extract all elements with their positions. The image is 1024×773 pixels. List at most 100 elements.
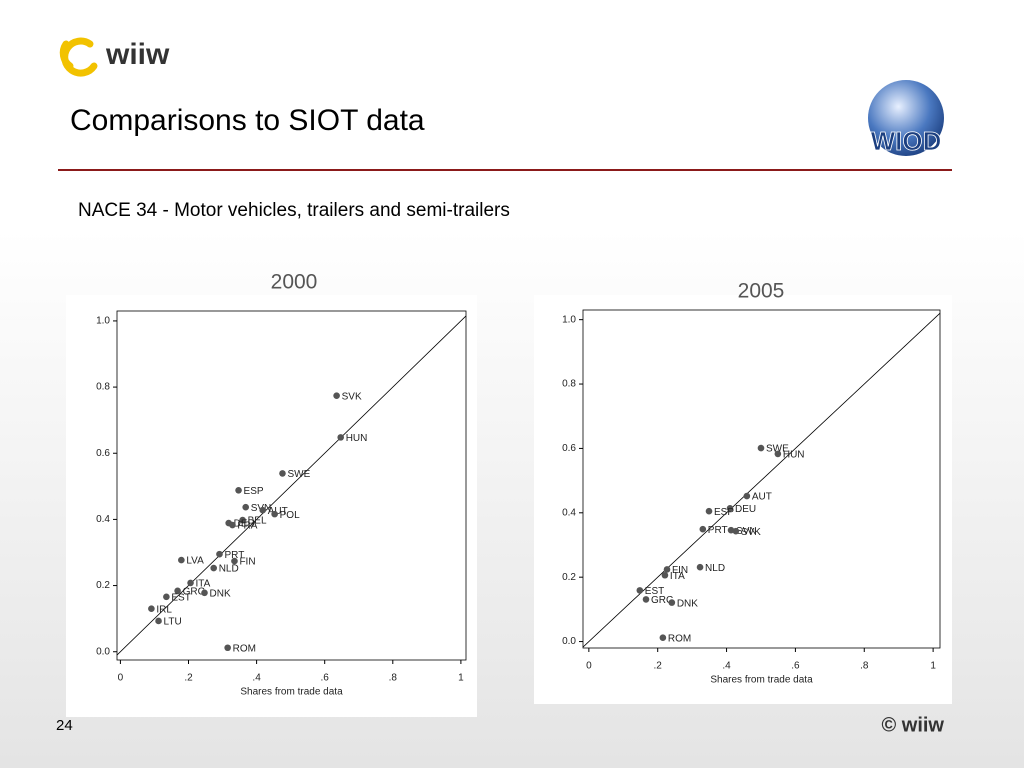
point-label: SVK (741, 527, 761, 538)
data-point (239, 516, 246, 524)
x-tick-label: .4 (722, 661, 731, 672)
point-label: HUN (783, 450, 805, 461)
x-tick-label: .2 (654, 661, 663, 672)
data-point (636, 587, 644, 594)
x-axis-label: Shares from trade data (240, 687, 343, 698)
point-label: ITA (670, 571, 685, 582)
logo-mark (59, 37, 98, 77)
y-tick-label: 1.0 (562, 314, 576, 325)
data-point (743, 492, 751, 500)
x-tick-label: .2 (184, 673, 193, 684)
data-point (235, 486, 242, 494)
point-label: LTU (164, 617, 182, 628)
data-point (696, 563, 704, 571)
point-label: SVN (736, 526, 757, 537)
chart-title: 2000 (271, 271, 318, 294)
data-point (642, 596, 650, 603)
point-label: AUT (752, 492, 772, 503)
point-label: NLD (705, 563, 725, 574)
y-tick-label: 0.4 (96, 514, 110, 525)
point-label: ROM (233, 643, 256, 654)
point-label: ESP (714, 507, 734, 518)
logo-text: wiiw (105, 38, 170, 71)
point-label: IRL (156, 604, 172, 615)
point-label: NLD (219, 564, 239, 575)
point-label: ITA (196, 579, 211, 590)
data-point (757, 444, 765, 452)
y-tick-label: 0.6 (562, 443, 576, 454)
y-tick-label: 0.4 (562, 507, 576, 518)
data-point (668, 599, 676, 606)
slide-subtitle: NACE 34 - Motor vehicles, trailers and s… (78, 200, 510, 221)
data-point (242, 503, 250, 511)
data-point (178, 556, 185, 564)
x-tick-label: 0 (118, 673, 124, 684)
data-point (163, 593, 170, 601)
point-label: DNK (210, 588, 231, 599)
data-point (231, 557, 238, 565)
x-axis-label: Shares from trade data (710, 675, 813, 686)
data-point (337, 434, 345, 441)
x-tick-label: .8 (860, 661, 869, 672)
point-label: POL (280, 510, 300, 521)
data-point (201, 589, 208, 597)
footer-brand: © wiiw (881, 714, 944, 736)
point-label: BEL (248, 516, 267, 527)
data-point (210, 564, 217, 572)
point-label: ESP (244, 486, 264, 497)
chart-frame (66, 295, 477, 717)
y-tick-label: 1.0 (96, 316, 110, 327)
data-point (333, 392, 340, 399)
point-label: GRC (651, 595, 673, 606)
point-label: EST (171, 592, 190, 603)
point-label: FIN (672, 565, 688, 576)
data-point (732, 527, 740, 535)
data-point (216, 550, 223, 558)
data-point (187, 579, 194, 587)
data-point (705, 507, 713, 515)
point-label: GRC (183, 587, 205, 598)
point-label: SWE (766, 444, 789, 455)
point-label: HUN (346, 433, 368, 444)
plot-area (582, 309, 941, 649)
data-point (259, 506, 267, 514)
x-tick-label: .4 (252, 673, 261, 684)
data-point (279, 470, 286, 477)
point-label: DEU (735, 504, 756, 515)
reference-diagonal (116, 315, 467, 656)
point-label: LVA (186, 556, 204, 567)
data-point (659, 634, 667, 641)
plot-area (116, 310, 467, 661)
y-tick-label: 0.0 (562, 636, 576, 647)
point-label: EST (645, 586, 664, 597)
data-point (774, 450, 782, 458)
x-tick-label: .8 (389, 673, 398, 684)
y-tick-label: 0.2 (562, 572, 576, 583)
x-tick-label: .6 (791, 661, 800, 672)
x-tick-label: 0 (586, 661, 592, 672)
data-point (271, 510, 278, 518)
data-point (174, 587, 181, 595)
point-label: AUT (268, 506, 288, 517)
x-tick-label: .6 (321, 673, 330, 684)
globe (868, 80, 944, 156)
data-point (726, 504, 734, 512)
y-tick-label: 0.8 (96, 382, 110, 393)
point-label: FRA (237, 521, 257, 532)
x-tick-label: 1 (930, 661, 936, 672)
data-point (663, 566, 671, 573)
point-label: SVK (342, 391, 362, 402)
point-label: FIN (239, 557, 255, 568)
x-tick-label: 1 (458, 673, 464, 684)
point-label: DEU (234, 519, 255, 530)
point-label: DNK (677, 598, 698, 609)
data-point (155, 617, 162, 625)
y-tick-label: 0.0 (96, 646, 110, 657)
point-label: PRT (708, 525, 728, 536)
chart-title: 2005 (738, 280, 785, 303)
data-point (661, 571, 669, 579)
badge-text: WIOD (871, 126, 942, 156)
point-label: PRT (224, 550, 244, 561)
